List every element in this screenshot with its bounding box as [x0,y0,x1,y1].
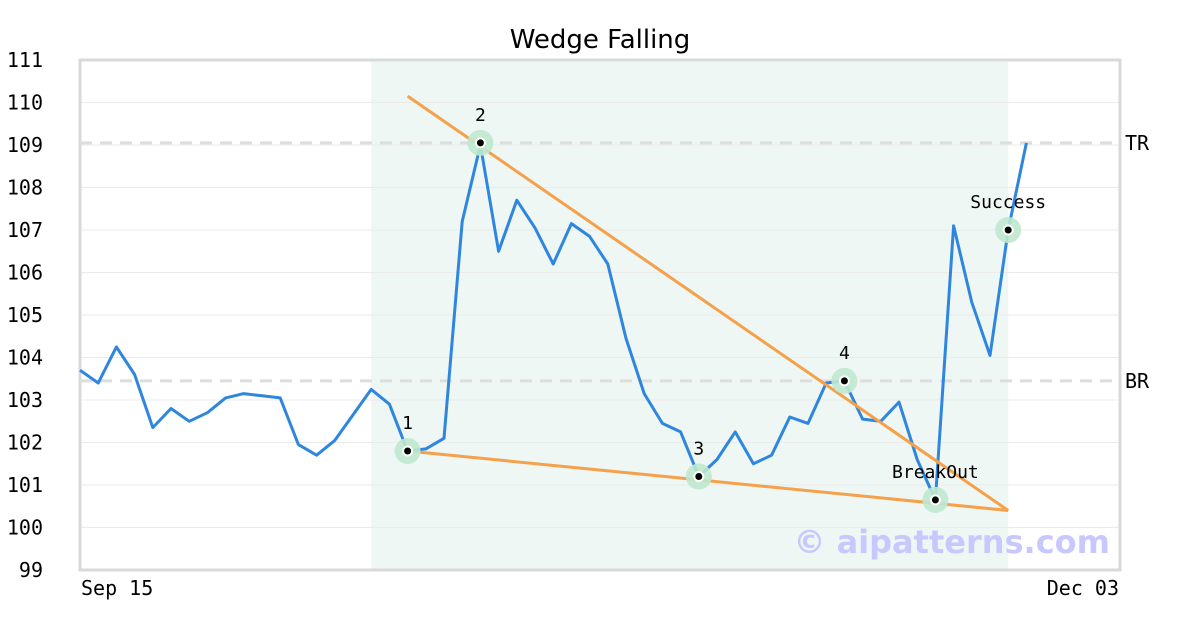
annotation-label-2: 2 [475,105,486,126]
marker-dot-breakout [931,496,939,504]
marker-dot-3 [695,473,703,480]
chart-title: Wedge Falling [510,25,691,55]
y-tick-label-107: 107 [7,218,43,242]
reference-label-tr: TR [1125,131,1150,155]
annotation-label-breakout: BreakOut [892,462,979,483]
watermark: © aipatterns.com [793,523,1110,561]
price-line [79,142,1028,502]
y-tick-label-99: 99 [19,558,43,582]
x-tick-label-end: Dec 03 [1047,576,1119,600]
y-tick-label-106: 106 [7,261,43,285]
plot-frame [78,58,1122,572]
x-tick-label-start: Sep 15 [81,576,153,600]
y-tick-label-109: 109 [7,133,43,157]
reference-label-br: BR [1125,369,1150,393]
y-tick-label-111: 111 [7,48,43,72]
y-tick-label-108: 108 [7,176,43,200]
y-tick-label-104: 104 [7,346,43,370]
marker-dot-1 [404,447,412,455]
y-tick-label-110: 110 [7,91,43,115]
y-tick-label-102: 102 [7,431,43,455]
marker-dot-success [1004,226,1012,234]
annotation-label-success: Success [970,192,1046,213]
plot-area: 99 100 101 102 103 104 105 106 107 108 109 110 111 TR… [7,48,1150,600]
marker-dot-2 [476,139,484,147]
annotation-label-4: 4 [839,343,850,364]
annotation-label-3: 3 [693,439,704,460]
marker-dot-4 [840,377,848,385]
annotation-label-1: 1 [402,413,413,434]
trendline-upper [406,94,1010,512]
y-tick-label-105: 105 [7,303,43,327]
y-tick-label-103: 103 [7,388,43,412]
y-tick-label-101: 101 [7,473,43,497]
y-tick-label-100: 100 [7,516,43,540]
